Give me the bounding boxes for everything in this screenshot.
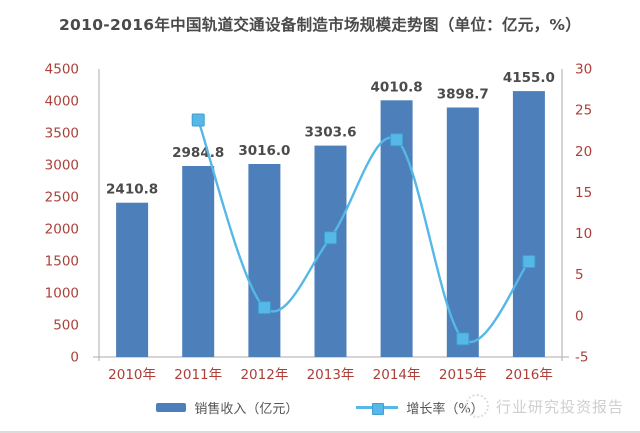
left-axis-tick-label: 0 bbox=[70, 350, 79, 366]
left-axis-tick-label: 2000 bbox=[45, 222, 79, 238]
revenue-bar bbox=[182, 166, 215, 357]
x-axis-category-label: 2012年 bbox=[240, 367, 288, 383]
watermark-text: 行业研究投资报告 bbox=[495, 397, 624, 416]
bar-data-label: 3303.6 bbox=[304, 125, 356, 141]
x-axis-category-label: 2011年 bbox=[174, 367, 222, 383]
legend: 销售收入（亿元） 增长率（%） bbox=[0, 398, 640, 417]
revenue-bar bbox=[446, 107, 479, 357]
chart-title: 2010-2016年中国轨道交通设备制造市场规模走势图（单位：亿元，%） bbox=[58, 16, 582, 34]
left-axis-tick-label: 1500 bbox=[45, 254, 79, 270]
legend-label-revenue: 销售收入（亿元） bbox=[194, 402, 299, 417]
left-axis-tick-label: 3000 bbox=[45, 158, 79, 174]
x-axis-category-label: 2015年 bbox=[439, 367, 487, 383]
revenue-bar bbox=[512, 91, 545, 357]
growth-rate-line bbox=[197, 118, 531, 344]
right-axis-tick-label: 5 bbox=[575, 267, 584, 283]
right-axis-tick-label: 30 bbox=[575, 62, 592, 78]
legend-label-growth: 增长率（%） bbox=[406, 402, 484, 417]
left-axis-tick-label: 2500 bbox=[45, 190, 79, 206]
bar-data-label: 2410.8 bbox=[106, 182, 158, 198]
x-axis-category-label: 2016年 bbox=[505, 367, 553, 383]
right-axis-tick-label: 25 bbox=[575, 103, 592, 119]
watermark: 行业研究投资报告 bbox=[464, 394, 624, 418]
growth-rate-marker bbox=[522, 255, 536, 268]
bar-data-label: 3898.7 bbox=[437, 87, 489, 103]
line-series-swatch-icon bbox=[356, 402, 399, 415]
growth-rate-marker bbox=[456, 332, 470, 346]
right-axis-tick-label: 20 bbox=[575, 144, 592, 160]
legend-item-growth: 增长率（%） bbox=[356, 398, 484, 417]
bar-series-swatch-icon bbox=[156, 403, 187, 412]
legend-item-revenue: 销售收入（亿元） bbox=[156, 398, 298, 417]
bar-data-label: 4155.0 bbox=[503, 70, 555, 86]
left-axis-tick-label: 4000 bbox=[45, 94, 79, 110]
left-axis-tick-label: 4500 bbox=[45, 62, 79, 78]
left-axis-tick-label: 3500 bbox=[45, 126, 79, 142]
revenue-bar bbox=[380, 100, 413, 358]
left-axis-tick-label: 1000 bbox=[45, 286, 79, 302]
growth-rate-marker bbox=[191, 113, 205, 127]
growth-rate-marker bbox=[257, 301, 271, 315]
bar-data-label: 4010.8 bbox=[371, 79, 423, 95]
left-axis-tick-label: 500 bbox=[53, 318, 79, 334]
watermark-logo-icon bbox=[464, 394, 489, 418]
revenue-bar bbox=[116, 202, 149, 357]
growth-rate-marker bbox=[390, 133, 404, 147]
x-axis-category-label: 2013年 bbox=[307, 367, 355, 383]
x-axis-category-label: 2010年 bbox=[108, 367, 156, 383]
right-axis-tick-label: 15 bbox=[575, 185, 592, 201]
revenue-bar bbox=[314, 145, 347, 357]
revenue-bar bbox=[248, 164, 281, 357]
right-axis-tick-label: 0 bbox=[575, 308, 584, 324]
growth-rate-marker bbox=[324, 231, 337, 245]
bar-data-label: 3016.0 bbox=[238, 143, 290, 159]
right-axis-tick-label: -5 bbox=[575, 350, 588, 366]
bar-data-label: 2984.8 bbox=[172, 145, 224, 161]
x-axis-category-label: 2014年 bbox=[373, 367, 421, 383]
right-axis-tick-label: 10 bbox=[575, 226, 592, 242]
